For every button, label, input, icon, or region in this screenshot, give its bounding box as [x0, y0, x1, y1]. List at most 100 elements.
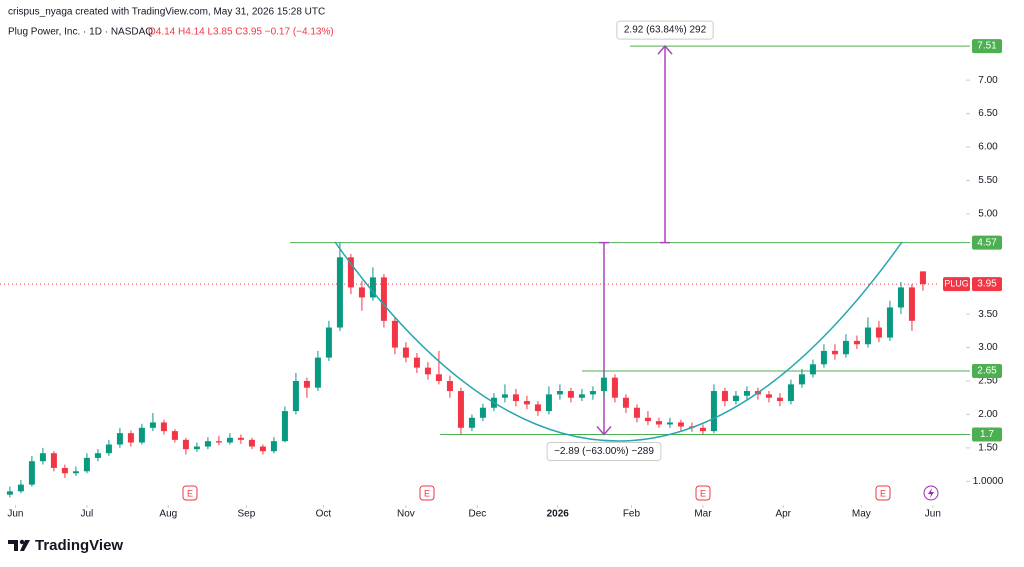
- x-tick-label: Aug: [159, 509, 177, 520]
- earnings-icon: [182, 485, 198, 501]
- candle-body: [17, 484, 24, 492]
- candle-body: [435, 374, 442, 382]
- candle-body: [292, 381, 299, 412]
- candle-body: [325, 327, 332, 358]
- candle-body: [919, 271, 926, 285]
- price-box: [972, 277, 1002, 292]
- candle-body: [193, 446, 200, 450]
- candle-body: [237, 437, 244, 440]
- candle-body: [303, 381, 310, 388]
- y-tick-label: 3.00: [978, 342, 998, 353]
- measure-label-box: [616, 20, 714, 40]
- symbol-label: PLUG: [944, 278, 969, 288]
- x-tick-label: Dec: [469, 509, 487, 520]
- candle-body: [424, 367, 431, 375]
- candle-body: [545, 394, 552, 412]
- level-label: 1.7: [980, 429, 994, 440]
- candle-body: [897, 287, 904, 308]
- level-label-box: [972, 427, 1002, 442]
- candle-body: [380, 277, 387, 321]
- y-tick-label: 2.00: [978, 409, 998, 420]
- symbol-box: [943, 277, 970, 292]
- x-tick-label: Nov: [397, 509, 415, 520]
- candle-body: [83, 457, 90, 472]
- level-label: 2.65: [977, 366, 997, 377]
- candle-body: [160, 422, 167, 432]
- candle-body: [182, 439, 189, 450]
- level-label: 4.57: [977, 237, 997, 248]
- y-tick-label: 1.0000: [973, 476, 1004, 487]
- earnings-icon: [695, 485, 711, 501]
- candle-body: [523, 401, 530, 405]
- candle-body: [457, 391, 464, 428]
- logo-mark: [19, 539, 25, 545]
- candle-body: [281, 411, 288, 442]
- earnings-label: E: [700, 488, 706, 498]
- candle-body: [72, 471, 79, 474]
- candle-body: [127, 433, 134, 443]
- x-tick-label: May: [852, 509, 871, 520]
- candle-body: [776, 397, 783, 402]
- candle-body: [479, 407, 486, 418]
- x-tick-label: 2026: [547, 509, 570, 520]
- candle-body: [171, 431, 178, 440]
- dividend-icon: [928, 488, 934, 498]
- candle-body: [314, 357, 321, 388]
- level-label-box: [972, 363, 1002, 378]
- y-tick-label: 6.50: [978, 108, 998, 119]
- measure-label-box: [546, 441, 662, 461]
- candle-body: [864, 327, 871, 345]
- candle-body: [248, 439, 255, 447]
- x-tick-label: Feb: [623, 509, 641, 520]
- measure-head: [596, 425, 612, 436]
- candle-body: [809, 364, 816, 375]
- earnings-label: E: [880, 488, 886, 498]
- candle-body: [578, 394, 585, 398]
- candle-body: [116, 433, 123, 445]
- x-tick-label: Jun: [925, 509, 941, 520]
- candle-body: [633, 407, 640, 418]
- logo: TradingView: [8, 537, 123, 554]
- candle-body: [149, 422, 156, 428]
- candle-body: [908, 287, 915, 321]
- candle-body: [512, 394, 519, 402]
- candle-body: [611, 377, 618, 398]
- earnings-label: E: [424, 488, 430, 498]
- measure-head: [657, 44, 673, 55]
- ohlc: O4.14 H4.14 L3.85 C3.95 −0.17 (−4.13%): [148, 27, 334, 38]
- candle-body: [765, 394, 772, 398]
- y-tick-label: 5.50: [978, 175, 998, 186]
- earnings-icon: [419, 485, 435, 501]
- cup-curve: [334, 241, 903, 442]
- candle-body: [468, 417, 475, 428]
- candle-body: [666, 422, 673, 425]
- candle-body: [501, 394, 508, 398]
- candle-body: [61, 467, 68, 474]
- candle-body: [853, 340, 860, 345]
- candle-body: [743, 391, 750, 396]
- x-tick-label: Jul: [81, 509, 94, 520]
- candle-body: [842, 340, 849, 355]
- y-tick-label: 5.00: [978, 209, 998, 220]
- candle-body: [721, 391, 728, 402]
- y-tick-label: 6.00: [978, 142, 998, 153]
- candle-body: [226, 437, 233, 443]
- level-label-box: [972, 235, 1002, 250]
- candle-body: [138, 427, 145, 443]
- candle-body: [820, 350, 827, 365]
- x-tick-label: Jun: [7, 509, 23, 520]
- candle-body: [534, 404, 541, 412]
- candle-body: [413, 357, 420, 368]
- candle-body: [710, 391, 717, 432]
- measure-label: −2.89 (−63.00%) −289: [554, 446, 654, 457]
- candle-body: [732, 395, 739, 402]
- candle-body: [655, 421, 662, 425]
- measure-label: 2.92 (63.84%) 292: [624, 25, 707, 36]
- candle-body: [39, 453, 46, 462]
- candle-body: [644, 417, 651, 422]
- x-tick-label: Mar: [694, 509, 712, 520]
- candle-body: [567, 391, 574, 398]
- y-tick-label: 3.50: [978, 309, 998, 320]
- attribution: crispus_nyaga created with TradingView.c…: [8, 7, 325, 18]
- earnings-label: E: [187, 488, 193, 498]
